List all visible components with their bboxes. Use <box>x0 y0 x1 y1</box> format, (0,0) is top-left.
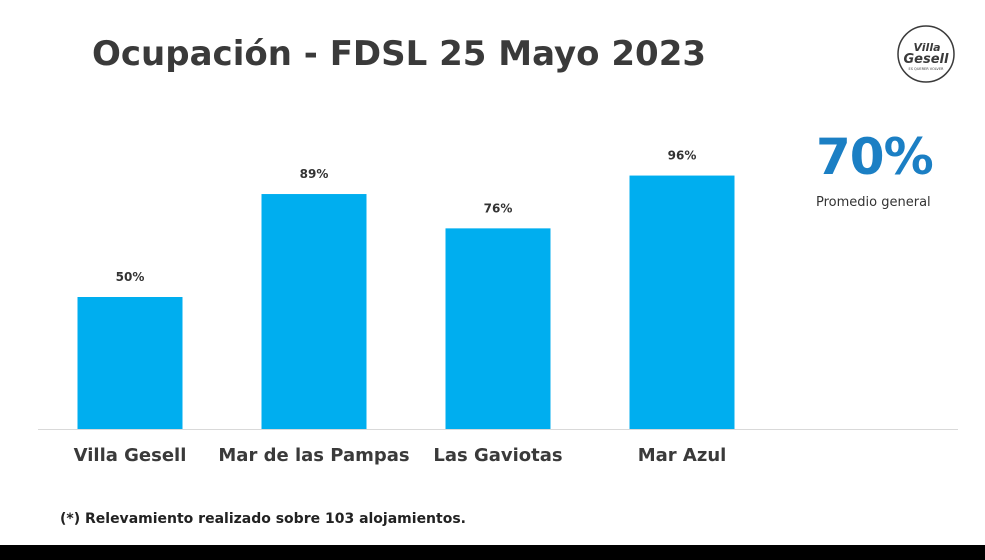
category-label-2: Las Gaviotas <box>433 445 562 466</box>
average-value: 70% <box>816 128 934 186</box>
bar-0 <box>77 297 183 429</box>
value-label-3: 96% <box>668 149 697 163</box>
category-labels-group: Villa Gesell Mar de las Pampas Las Gaviota… <box>74 445 727 466</box>
logo-text-bottom: Gesell <box>904 52 949 67</box>
bar-3 <box>629 175 735 429</box>
value-label-2: 76% <box>484 201 513 215</box>
footnote: (*) Relevamiento realizado sobre 103 alo… <box>60 511 466 527</box>
occupancy-bar-chart: 50% 89% 76% 96% Villa Gesell Mar de las Pamp… <box>38 149 958 466</box>
category-label-0: Villa Gesell <box>74 445 187 466</box>
value-label-0: 50% <box>116 270 145 284</box>
bottom-band <box>0 545 985 560</box>
bar-2 <box>445 228 551 429</box>
slide-title: Ocupación - FDSL 25 Mayo 2023 <box>92 34 707 74</box>
value-label-1: 89% <box>300 167 329 181</box>
category-label-1: Mar de las Pampas <box>218 445 409 466</box>
category-label-3: Mar Azul <box>638 445 727 466</box>
logo-tagline: ES QUERER VOLVER <box>909 67 945 71</box>
value-labels-group: 50% 89% 76% 96% <box>116 149 697 284</box>
average-label: Promedio general <box>816 195 931 210</box>
villa-gesell-logo: Villa Gesell ES QUERER VOLVER <box>897 25 955 83</box>
bars-group <box>77 175 735 429</box>
logo-text-top: Villa <box>913 41 940 54</box>
bar-1 <box>261 194 367 429</box>
